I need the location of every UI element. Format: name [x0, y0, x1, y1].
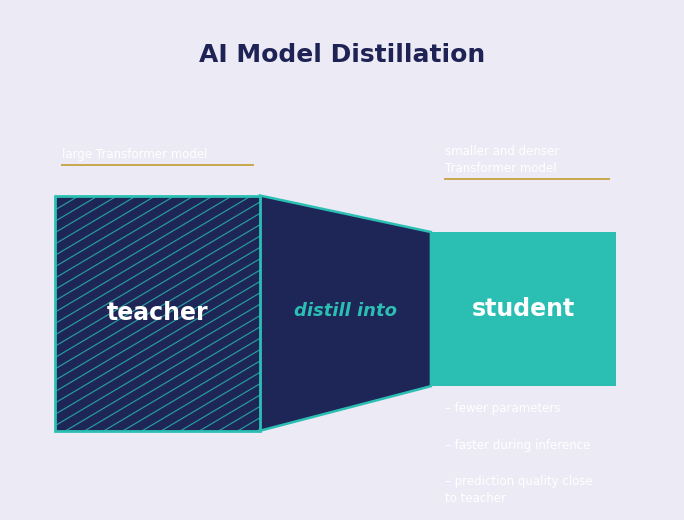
Text: – faster during inference: – faster during inference — [445, 439, 590, 452]
Text: large Transformer model: large Transformer model — [62, 148, 207, 161]
Text: distill into: distill into — [294, 302, 397, 320]
Text: – prediction quality close
to teacher: – prediction quality close to teacher — [445, 475, 592, 505]
Text: teacher: teacher — [107, 301, 208, 325]
Text: student: student — [472, 297, 575, 321]
Bar — [431, 232, 616, 386]
Bar — [55, 196, 260, 431]
Text: – fewer parameters: – fewer parameters — [445, 402, 560, 415]
Text: AI Model Distillation: AI Model Distillation — [199, 43, 485, 67]
Bar — [55, 196, 260, 431]
Text: smaller and denser
Transformer model: smaller and denser Transformer model — [445, 145, 559, 175]
Polygon shape — [260, 196, 431, 431]
Bar — [55, 196, 260, 431]
